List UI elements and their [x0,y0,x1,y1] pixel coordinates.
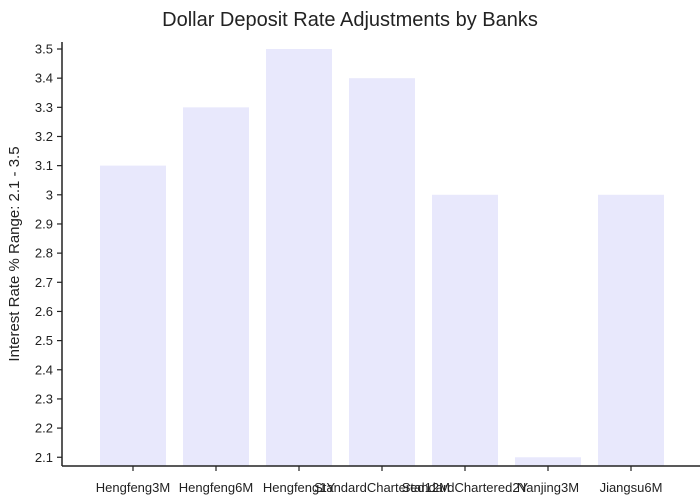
y-tick-label: 3.1 [35,158,53,173]
y-tick-label: 3.2 [35,129,53,144]
x-axis-ticks: Hengfeng3M Hengfeng6M Hengfeng1YStandardCh… [96,466,663,495]
x-tick-label: StandardChartered2Y [402,480,529,495]
bar-hengfeng3m [100,165,166,466]
bar-nanjing3m [515,457,581,466]
y-tick-label: 3.4 [35,71,53,86]
y-tick-label: 2.3 [35,391,53,406]
y-tick-label: 2.8 [35,246,53,261]
x-tick-label: StandardChartered12M [314,480,450,495]
y-axis-ticks: 2.1 2.2 2.3 2.4 2.5 2.6 2.7 2.8 2.9 3 3.1 3.2 3.3 3.4… [35,42,62,465]
bar-standardchartered12m [349,78,415,467]
y-tick-label: 2.5 [35,333,53,348]
y-tick-label: 2.4 [35,362,53,377]
x-tick-label: Jiangsu6M [600,480,663,495]
chart-title: Dollar Deposit Rate Adjustments by Banks [162,9,538,31]
bar-jiangsu6m [598,194,664,466]
y-tick-label: 3 [46,187,53,202]
y-tick-label: 3.5 [35,42,53,57]
x-tick-label: Hengfeng6M [179,480,253,495]
x-tick-label: Hengfeng1Y [263,480,336,495]
y-tick-label: 2.9 [35,216,53,231]
y-tick-label: 2.6 [35,304,53,319]
x-tick-label: Hengfeng3M [96,480,170,495]
bar-standardchartered2y [432,194,498,466]
y-tick-label: 2.1 [35,450,53,465]
y-axis-label: Interest Rate % Range: 2.1 - 3.5 [6,146,23,361]
bars-group [100,49,664,467]
y-tick-label: 2.2 [35,421,53,436]
y-tick-label: 3.3 [35,100,53,115]
bar-hengfeng6m [183,107,249,466]
bar-hengfeng1y [266,49,332,466]
x-tick-label: Nanjing3M [517,480,579,495]
y-tick-label: 2.7 [35,275,53,290]
